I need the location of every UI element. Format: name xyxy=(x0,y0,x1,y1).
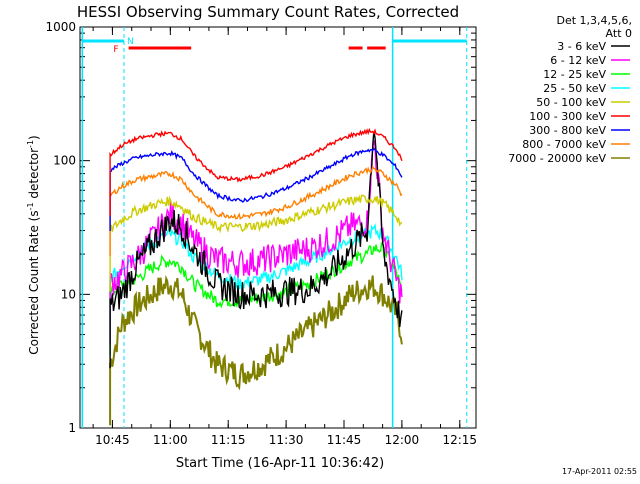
legend-label: 800 - 7000 keV xyxy=(522,138,606,151)
x-tick-label: 12:15 xyxy=(442,433,477,447)
x-tick-label: 12:00 xyxy=(385,433,420,447)
y-axis-label-sup1: -1 xyxy=(26,202,35,210)
series-line xyxy=(109,223,403,340)
x-tick-label: 10:45 xyxy=(95,433,130,447)
series-line xyxy=(109,140,403,345)
chart-title: HESSI Observing Summary Count Rates, Cor… xyxy=(77,3,459,21)
y-tick-label: 1000 xyxy=(45,20,76,34)
x-tick-label: 11:00 xyxy=(153,433,188,447)
y-axis-label-end: ) xyxy=(27,135,41,140)
legend-label: 7000 - 20000 keV xyxy=(508,152,606,165)
y-axis-label-mid: detector xyxy=(27,148,41,203)
x-axis-label: Start Time (16-Apr-11 10:36:42) xyxy=(176,456,384,471)
x-tick-label: 11:30 xyxy=(269,433,304,447)
y-axis-label-sup2: -1 xyxy=(26,140,35,148)
series-line xyxy=(109,131,403,369)
legend-label: 3 - 6 keV xyxy=(557,40,606,53)
y-tick-label: 1 xyxy=(68,421,76,435)
y-axis-label-main: Corrected Count Rate (s xyxy=(27,210,41,354)
y-axis-label: Corrected Count Rate (s-1 detector-1) xyxy=(26,135,41,354)
legend-label: 50 - 100 keV xyxy=(536,96,606,109)
plot-frame xyxy=(79,26,477,429)
legend-header-line2: Att 0 xyxy=(606,27,632,40)
series-line xyxy=(109,147,403,231)
footer-timestamp: 17-Apr-2011 02:55 xyxy=(562,467,637,476)
chart-marks: 1 10 100 1000 10:45 11:00 11:15 11:30 11:45 12:00… xyxy=(45,20,477,447)
legend-label: 12 - 25 keV xyxy=(543,68,606,81)
series-line xyxy=(109,165,403,257)
series-line xyxy=(109,127,403,217)
legend-label: 100 - 300 keV xyxy=(529,110,606,123)
legend-header-line1: Det 1,3,4,5,6, xyxy=(556,14,632,27)
y-tick-label: 10 xyxy=(61,287,76,301)
marker-label: N xyxy=(127,37,134,47)
series-line xyxy=(109,194,403,292)
series-line xyxy=(109,274,403,426)
x-tick-label: 11:45 xyxy=(327,433,362,447)
legend-label: 6 - 12 keV xyxy=(550,54,606,67)
marker-label: F xyxy=(113,45,118,55)
x-tick-label: 11:15 xyxy=(211,433,246,447)
y-tick-label: 100 xyxy=(53,154,76,168)
legend-label: 300 - 800 keV xyxy=(529,124,606,137)
legend-label: 25 - 50 keV xyxy=(543,82,606,95)
